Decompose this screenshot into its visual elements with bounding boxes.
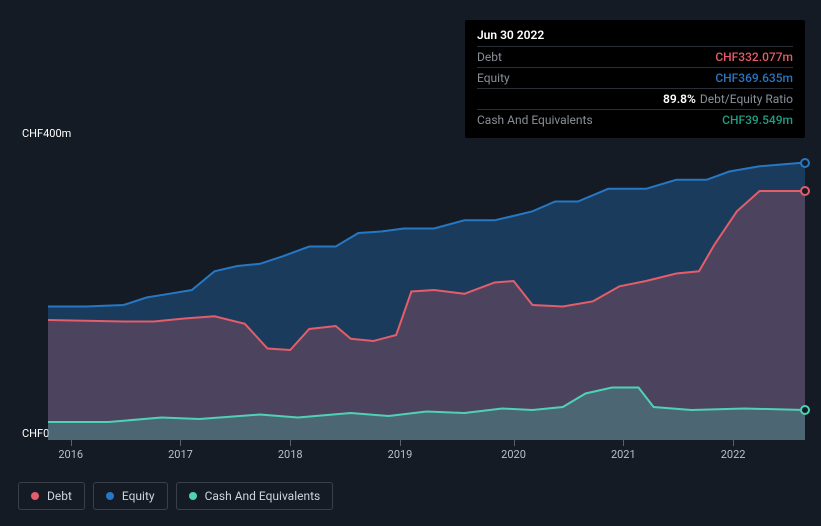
x-tick: [180, 440, 181, 446]
x-tick: [623, 440, 624, 446]
legend-dot-icon: [31, 492, 39, 500]
tooltip-row-equity: Equity CHF369.635m: [477, 67, 793, 88]
x-tick: [71, 440, 72, 446]
end-marker-equity: [800, 158, 810, 168]
x-axis-label: 2020: [501, 448, 526, 461]
end-marker-cash: [800, 405, 810, 415]
x-axis-label: 2019: [388, 448, 413, 461]
tooltip-value: CHF369.635m: [715, 71, 793, 85]
x-axis-label: 2021: [611, 448, 636, 461]
tooltip-row-debt: Debt CHF332.077m: [477, 46, 793, 67]
legend-label: Debt: [47, 489, 72, 503]
legend-dot-icon: [189, 492, 197, 500]
tooltip-label: Equity: [477, 71, 510, 85]
y-axis-label-min: CHF0: [22, 427, 49, 440]
x-axis-label: 2016: [58, 448, 83, 461]
x-axis-label: 2018: [278, 448, 303, 461]
tooltip-label: Debt: [477, 50, 502, 64]
x-axis: 2016 2017 2018 2019 2020 2021 2022: [48, 448, 805, 468]
legend-label: Equity: [122, 489, 155, 503]
x-tick: [733, 440, 734, 446]
tooltip-value: CHF332.077m: [715, 50, 793, 64]
legend-label: Cash And Equivalents: [205, 489, 321, 503]
chart-tooltip: Jun 30 2022 Debt CHF332.077m Equity CHF3…: [465, 20, 805, 138]
legend-item-cash[interactable]: Cash And Equivalents: [176, 482, 334, 510]
chart-area[interactable]: [48, 140, 805, 440]
x-tick: [290, 440, 291, 446]
tooltip-date: Jun 30 2022: [477, 28, 793, 46]
x-axis-label: 2022: [721, 448, 746, 461]
x-tick: [514, 440, 515, 446]
y-axis-label-max: CHF400m: [22, 127, 71, 140]
legend-item-debt[interactable]: Debt: [18, 482, 85, 510]
tooltip-label: Cash And Equivalents: [477, 113, 593, 127]
area-chart-svg: [48, 140, 805, 440]
tooltip-value: CHF39.549m: [722, 113, 793, 127]
x-axis-label: 2017: [168, 448, 193, 461]
chart-legend: Debt Equity Cash And Equivalents: [18, 482, 333, 510]
x-tick: [400, 440, 401, 446]
end-marker-debt: [800, 186, 810, 196]
legend-item-equity[interactable]: Equity: [93, 482, 168, 510]
tooltip-row-ratio: 89.8% Debt/Equity Ratio: [477, 88, 793, 109]
ratio-text: Debt/Equity Ratio: [700, 92, 793, 106]
tooltip-ratio: 89.8% Debt/Equity Ratio: [663, 92, 793, 106]
tooltip-row-cash: Cash And Equivalents CHF39.549m: [477, 109, 793, 130]
legend-dot-icon: [106, 492, 114, 500]
ratio-pct: 89.8%: [663, 92, 696, 106]
